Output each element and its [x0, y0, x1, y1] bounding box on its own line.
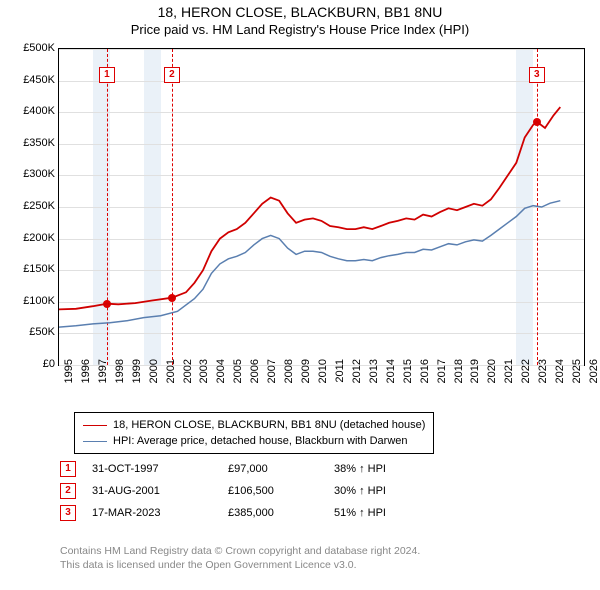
- y-axis-label: £350K: [9, 137, 55, 149]
- sale-delta: 51% ↑ HPI: [334, 507, 386, 519]
- sale-date: 31-OCT-1997: [92, 463, 212, 475]
- y-axis-label: £450K: [9, 74, 55, 86]
- footer-line1: Contains HM Land Registry data © Crown c…: [60, 544, 420, 558]
- x-axis-label: 2026: [588, 359, 600, 389]
- sale-row: 1 31-OCT-1997 £97,000 38% ↑ HPI: [60, 458, 386, 480]
- legend-label: HPI: Average price, detached house, Blac…: [113, 435, 408, 447]
- y-axis-label: £0: [9, 358, 55, 370]
- sale-row: 3 17-MAR-2023 £385,000 51% ↑ HPI: [60, 502, 386, 524]
- y-axis-label: £500K: [9, 42, 55, 54]
- title-line2: Price paid vs. HM Land Registry's House …: [0, 22, 600, 37]
- title-line1: 18, HERON CLOSE, BLACKBURN, BB1 8NU: [0, 4, 600, 20]
- footer-line2: This data is licensed under the Open Gov…: [60, 558, 420, 572]
- legend-swatch: [83, 425, 107, 426]
- sale-key: 2: [60, 483, 76, 499]
- chart-lines: [59, 49, 584, 365]
- sale-delta: 30% ↑ HPI: [334, 485, 386, 497]
- sale-date: 17-MAR-2023: [92, 507, 212, 519]
- legend: 18, HERON CLOSE, BLACKBURN, BB1 8NU (det…: [74, 412, 434, 454]
- y-axis-label: £50K: [9, 326, 55, 338]
- sales-table: 1 31-OCT-1997 £97,000 38% ↑ HPI 2 31-AUG-2001…: [60, 458, 386, 524]
- y-axis-label: £250K: [9, 200, 55, 212]
- series-line: [59, 107, 560, 309]
- y-axis-label: £150K: [9, 263, 55, 275]
- sale-key: 3: [60, 505, 76, 521]
- sale-delta: 38% ↑ HPI: [334, 463, 386, 475]
- legend-swatch: [83, 441, 107, 442]
- chart-titles: 18, HERON CLOSE, BLACKBURN, BB1 8NU Pric…: [0, 0, 600, 39]
- legend-item: HPI: Average price, detached house, Blac…: [83, 433, 425, 449]
- sale-price: £385,000: [228, 507, 318, 519]
- y-axis-label: £300K: [9, 168, 55, 180]
- sale-key: 1: [60, 461, 76, 477]
- sale-price: £106,500: [228, 485, 318, 497]
- y-axis-label: £100K: [9, 295, 55, 307]
- legend-label: 18, HERON CLOSE, BLACKBURN, BB1 8NU (det…: [113, 419, 425, 431]
- legend-item: 18, HERON CLOSE, BLACKBURN, BB1 8NU (det…: [83, 417, 425, 433]
- y-axis-label: £400K: [9, 105, 55, 117]
- chart-plot-area: £0£50K£100K£150K£200K£250K£300K£350K£400…: [58, 48, 585, 366]
- sale-row: 2 31-AUG-2001 £106,500 30% ↑ HPI: [60, 480, 386, 502]
- y-axis-label: £200K: [9, 232, 55, 244]
- sale-date: 31-AUG-2001: [92, 485, 212, 497]
- attribution-footer: Contains HM Land Registry data © Crown c…: [60, 544, 420, 572]
- sale-price: £97,000: [228, 463, 318, 475]
